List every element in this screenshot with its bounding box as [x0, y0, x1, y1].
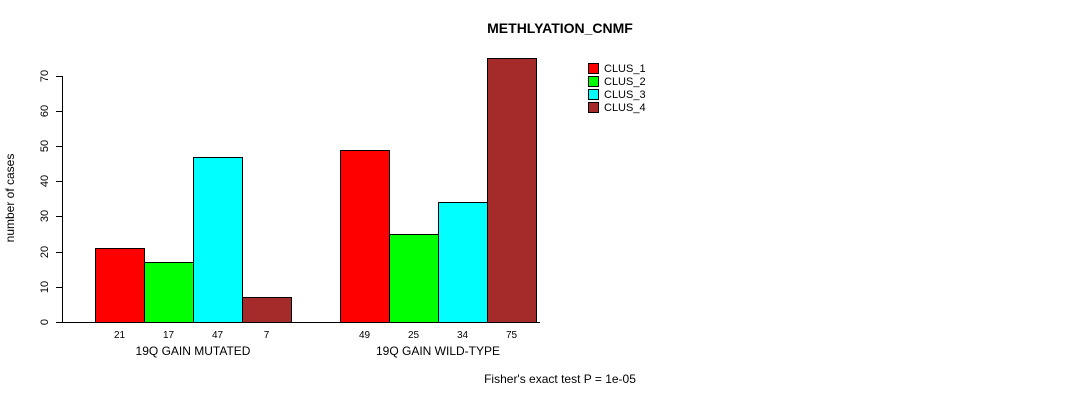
legend-swatch-icon: [588, 63, 599, 74]
bar-clus_2: [389, 234, 439, 323]
legend-label: CLUS_3: [604, 88, 646, 101]
y-axis-line: [62, 75, 63, 323]
y-tick: [56, 146, 62, 147]
legend-item-clus_2: CLUS_2: [588, 75, 646, 88]
y-tick-label: 60: [39, 104, 51, 117]
bar-value-label: 17: [162, 330, 175, 341]
y-tick-label: 70: [39, 69, 51, 82]
bar-clus_4: [487, 58, 537, 323]
legend-item-clus_1: CLUS_1: [588, 62, 646, 75]
legend-label: CLUS_4: [604, 101, 646, 114]
bar-clus_3: [438, 202, 488, 323]
chart-title: METHLYATION_CNMF: [487, 20, 633, 36]
y-tick: [56, 251, 62, 253]
legend: CLUS_1 CLUS_2 CLUS_3 CLUS_4: [588, 62, 646, 114]
bar-value-label: 7: [263, 330, 270, 341]
bar-value-label: 47: [211, 330, 224, 341]
bar-clus_3: [193, 156, 243, 323]
x-category-label: 19Q GAIN MUTATED: [135, 344, 251, 358]
legend-swatch-icon: [588, 89, 599, 100]
y-axis-label: number of cases: [3, 153, 17, 243]
y-tick: [56, 216, 62, 218]
bar-clus_4: [242, 297, 292, 323]
bar-value-label: 75: [505, 330, 518, 341]
legend-item-clus_4: CLUS_4: [588, 101, 646, 114]
x-category-label: 19Q GAIN WILD-TYPE: [375, 344, 501, 358]
annotation-text: Fisher's exact test P = 1e-05: [484, 372, 636, 386]
bar-clus_2: [144, 262, 194, 323]
bar-clus_1: [95, 248, 145, 323]
legend-swatch-icon: [588, 102, 599, 113]
y-tick: [56, 181, 62, 183]
bar-value-label: 25: [407, 330, 420, 341]
y-tick-label: 20: [39, 245, 51, 258]
y-tick-label: 40: [39, 175, 51, 188]
y-tick: [56, 110, 62, 112]
y-tick: [56, 75, 62, 77]
x-baseline: [62, 322, 540, 323]
y-tick-label: 50: [39, 139, 51, 153]
bar-value-label: 21: [113, 330, 126, 341]
legend-label: CLUS_2: [604, 75, 646, 88]
bar-value-label: 34: [456, 330, 469, 341]
legend-item-clus_3: CLUS_3: [588, 88, 646, 101]
y-tick-label: 0: [39, 318, 51, 326]
y-tick-label: 10: [39, 280, 51, 293]
y-tick: [56, 322, 62, 323]
legend-swatch-icon: [588, 76, 599, 87]
bar-value-label: 49: [358, 330, 371, 341]
y-tick-label: 30: [39, 210, 51, 223]
bar-clus_1: [340, 149, 390, 323]
legend-label: CLUS_1: [604, 62, 646, 75]
y-tick: [56, 286, 62, 288]
